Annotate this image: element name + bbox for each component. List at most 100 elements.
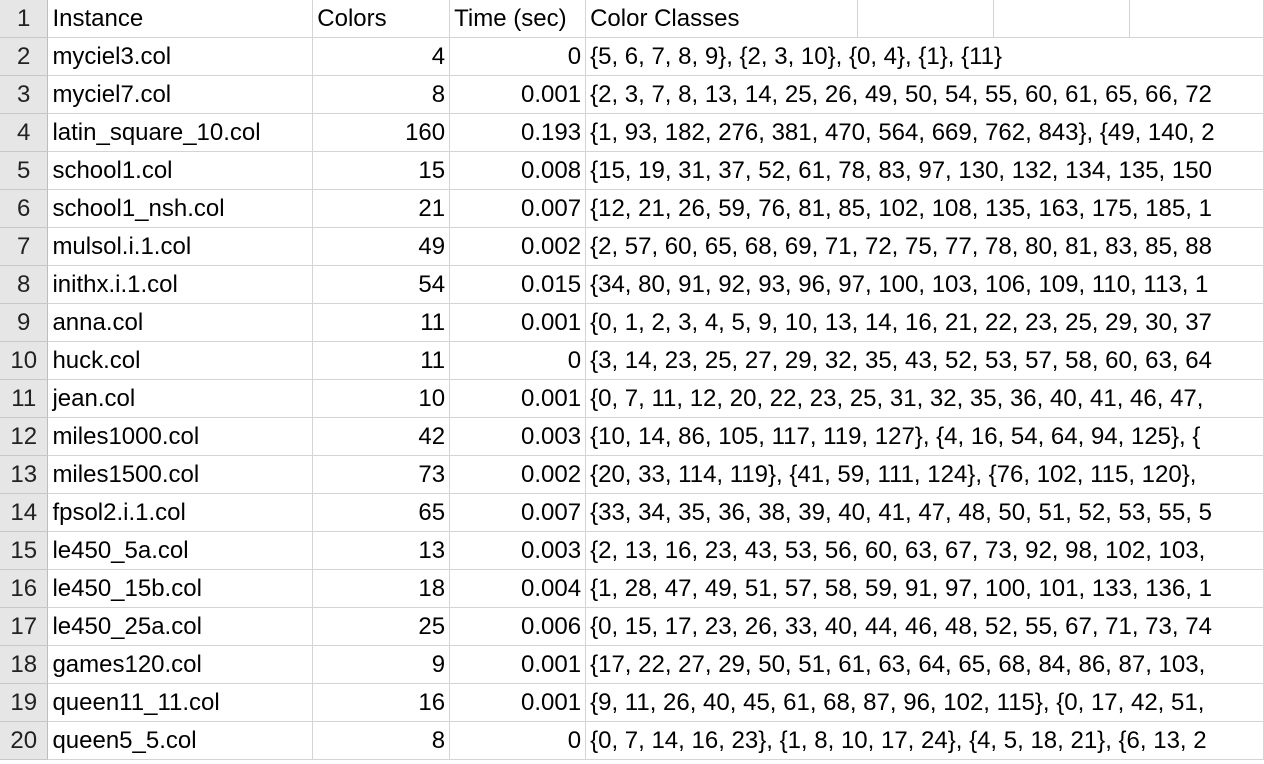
cell-classes[interactable]: {33, 34, 35, 36, 38, 39, 40, 41, 47, 48,…: [585, 493, 1264, 532]
cell-empty[interactable]: [993, 0, 1130, 38]
cell-classes[interactable]: {2, 3, 7, 8, 13, 14, 25, 26, 49, 50, 54,…: [585, 75, 1264, 114]
cell-classes[interactable]: {0, 7, 11, 12, 20, 22, 23, 25, 31, 32, 3…: [585, 379, 1264, 418]
cell-colors[interactable]: 11: [312, 341, 451, 380]
row-header[interactable]: 16: [0, 569, 49, 608]
row-header[interactable]: 6: [0, 189, 49, 228]
cell-colors[interactable]: 21: [312, 189, 451, 228]
cell-colors[interactable]: 160: [312, 113, 451, 152]
cell-time[interactable]: 0.008: [449, 151, 587, 190]
cell-time[interactable]: 0.007: [449, 493, 587, 532]
cell-colors[interactable]: 25: [312, 607, 451, 646]
cell-colors[interactable]: 15: [312, 151, 451, 190]
cell-colors[interactable]: 73: [312, 455, 451, 494]
cell-colors[interactable]: 9: [312, 645, 451, 684]
row-header[interactable]: 5: [0, 151, 49, 190]
cell-time[interactable]: 0.004: [449, 569, 587, 608]
cell-instance[interactable]: myciel7.col: [47, 75, 314, 114]
row-header[interactable]: 10: [0, 341, 49, 380]
cell-time[interactable]: 0.001: [449, 645, 587, 684]
row-header[interactable]: 7: [0, 227, 49, 266]
cell-time[interactable]: 0.001: [449, 303, 587, 342]
cell-classes[interactable]: {15, 19, 31, 37, 52, 61, 78, 83, 97, 130…: [585, 151, 1264, 190]
cell-time[interactable]: 0.193: [449, 113, 587, 152]
cell-colors[interactable]: 13: [312, 531, 451, 570]
cell-empty[interactable]: [857, 0, 995, 38]
row-header[interactable]: 12: [0, 417, 49, 456]
row-header[interactable]: 20: [0, 721, 49, 760]
cell-colors[interactable]: 18: [312, 569, 451, 608]
cell-classes[interactable]: {10, 14, 86, 105, 117, 119, 127}, {4, 16…: [585, 417, 1264, 456]
cell-instance[interactable]: le450_15b.col: [47, 569, 314, 608]
cell-instance[interactable]: latin_square_10.col: [47, 113, 314, 152]
cell-instance[interactable]: fpsol2.i.1.col: [47, 493, 314, 532]
cell-classes[interactable]: {0, 15, 17, 23, 26, 33, 40, 44, 46, 48, …: [585, 607, 1264, 646]
cell-instance[interactable]: inithx.i.1.col: [47, 265, 314, 304]
cell-time[interactable]: 0.007: [449, 189, 587, 228]
row-header[interactable]: 8: [0, 265, 49, 304]
cell-classes[interactable]: {2, 57, 60, 65, 68, 69, 71, 72, 75, 77, …: [585, 227, 1264, 266]
cell-header-classes[interactable]: Color Classes: [585, 0, 859, 38]
cell-classes[interactable]: {5, 6, 7, 8, 9}, {2, 3, 10}, {0, 4}, {1}…: [585, 37, 1264, 76]
cell-classes[interactable]: {2, 13, 16, 23, 43, 53, 56, 60, 63, 67, …: [585, 531, 1264, 570]
row-header[interactable]: 14: [0, 493, 49, 532]
cell-time[interactable]: 0.015: [449, 265, 587, 304]
cell-instance[interactable]: queen5_5.col: [47, 721, 314, 760]
cell-classes[interactable]: {0, 7, 14, 16, 23}, {1, 8, 10, 17, 24}, …: [585, 721, 1264, 760]
cell-colors[interactable]: 10: [312, 379, 451, 418]
cell-classes[interactable]: {1, 93, 182, 276, 381, 470, 564, 669, 76…: [585, 113, 1264, 152]
cell-instance[interactable]: school1_nsh.col: [47, 189, 314, 228]
cell-colors[interactable]: 11: [312, 303, 451, 342]
cell-time[interactable]: 0.001: [449, 379, 587, 418]
row-header[interactable]: 19: [0, 683, 49, 722]
cell-colors[interactable]: 42: [312, 417, 451, 456]
cell-time[interactable]: 0.003: [449, 417, 587, 456]
cell-classes[interactable]: {20, 33, 114, 119}, {41, 59, 111, 124}, …: [585, 455, 1264, 494]
cell-classes[interactable]: {3, 14, 23, 25, 27, 29, 32, 35, 43, 52, …: [585, 341, 1264, 380]
cell-time[interactable]: 0.003: [449, 531, 587, 570]
cell-empty[interactable]: [1129, 0, 1264, 38]
cell-classes[interactable]: {9, 11, 26, 40, 45, 61, 68, 87, 96, 102,…: [585, 683, 1264, 722]
cell-time[interactable]: 0: [449, 721, 587, 760]
cell-classes[interactable]: {17, 22, 27, 29, 50, 51, 61, 63, 64, 65,…: [585, 645, 1264, 684]
cell-instance[interactable]: games120.col: [47, 645, 314, 684]
cell-time[interactable]: 0.006: [449, 607, 587, 646]
cell-classes[interactable]: {1, 28, 47, 49, 51, 57, 58, 59, 91, 97, …: [585, 569, 1264, 608]
cell-header-colors[interactable]: Colors: [312, 0, 451, 38]
cell-instance[interactable]: le450_5a.col: [47, 531, 314, 570]
cell-instance[interactable]: anna.col: [47, 303, 314, 342]
cell-time[interactable]: 0.001: [449, 683, 587, 722]
cell-classes[interactable]: {34, 80, 91, 92, 93, 96, 97, 100, 103, 1…: [585, 265, 1264, 304]
cell-colors[interactable]: 8: [312, 75, 451, 114]
cell-classes[interactable]: {0, 1, 2, 3, 4, 5, 9, 10, 13, 14, 16, 21…: [585, 303, 1264, 342]
cell-instance[interactable]: myciel3.col: [47, 37, 314, 76]
cell-time[interactable]: 0: [449, 341, 587, 380]
cell-header-time[interactable]: Time (sec): [449, 0, 587, 38]
row-header[interactable]: 11: [0, 379, 49, 418]
cell-colors[interactable]: 54: [312, 265, 451, 304]
cell-instance[interactable]: miles1000.col: [47, 417, 314, 456]
row-header[interactable]: 3: [0, 75, 49, 114]
row-header[interactable]: 1: [0, 0, 49, 38]
row-header[interactable]: 13: [0, 455, 49, 494]
cell-instance[interactable]: jean.col: [47, 379, 314, 418]
row-header[interactable]: 2: [0, 37, 49, 76]
cell-instance[interactable]: mulsol.i.1.col: [47, 227, 314, 266]
cell-colors[interactable]: 49: [312, 227, 451, 266]
cell-instance[interactable]: queen11_11.col: [47, 683, 314, 722]
cell-time[interactable]: 0.002: [449, 227, 587, 266]
cell-instance[interactable]: le450_25a.col: [47, 607, 314, 646]
cell-time[interactable]: 0: [449, 37, 587, 76]
cell-instance[interactable]: school1.col: [47, 151, 314, 190]
row-header[interactable]: 15: [0, 531, 49, 570]
row-header[interactable]: 18: [0, 645, 49, 684]
cell-classes[interactable]: {12, 21, 26, 59, 76, 81, 85, 102, 108, 1…: [585, 189, 1264, 228]
cell-colors[interactable]: 4: [312, 37, 451, 76]
cell-time[interactable]: 0.002: [449, 455, 587, 494]
row-header[interactable]: 4: [0, 113, 49, 152]
cell-instance[interactable]: huck.col: [47, 341, 314, 380]
row-header[interactable]: 9: [0, 303, 49, 342]
cell-colors[interactable]: 16: [312, 683, 451, 722]
cell-colors[interactable]: 65: [312, 493, 451, 532]
row-header[interactable]: 17: [0, 607, 49, 646]
cell-header-instance[interactable]: Instance: [47, 0, 314, 38]
